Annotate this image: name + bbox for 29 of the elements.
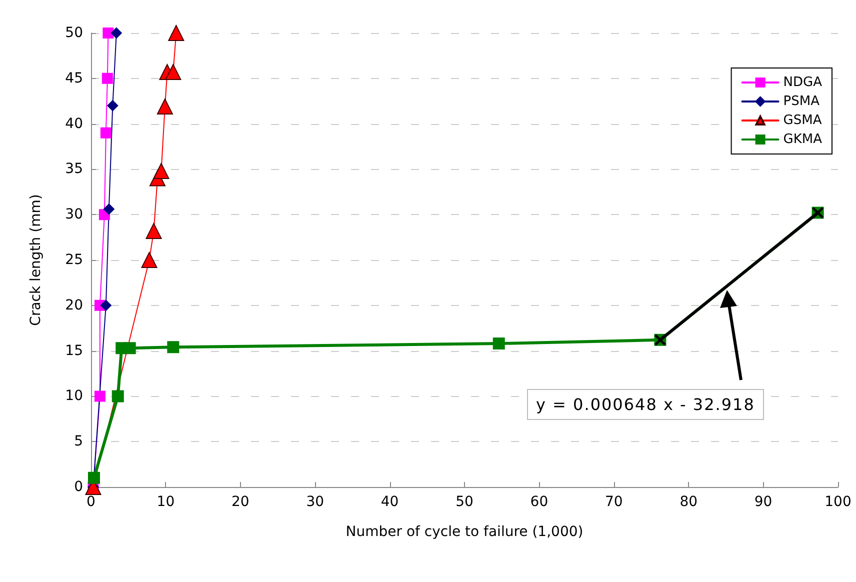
legend-label: GSMA <box>783 113 822 128</box>
legend-label: NDGA <box>783 75 822 90</box>
y-tick-label: 35 <box>65 161 83 178</box>
y-axis-title: Crack length (mm) <box>28 194 44 326</box>
x-tick-label: 20 <box>231 494 250 510</box>
x-tick-label: 40 <box>380 494 399 510</box>
legend-label: PSMA <box>783 94 820 109</box>
x-axis-title: Number of cycle to failure (1,000) <box>346 524 584 540</box>
y-tick-label: 50 <box>65 25 83 41</box>
x-tick-label: 100 <box>824 494 852 510</box>
y-tick-label: 40 <box>65 116 83 132</box>
y-tick-label: 0 <box>74 479 83 495</box>
y-tick-label: 15 <box>65 342 83 359</box>
x-tick-label: 90 <box>754 494 772 510</box>
x-tick-label: 50 <box>456 494 474 510</box>
y-tick-label: 10 <box>65 388 83 404</box>
y-tick-label: 30 <box>65 206 83 223</box>
y-tick-label: 25 <box>65 252 83 268</box>
y-tick-label: 5 <box>74 434 83 450</box>
annotation: y = 0.000648 x - 32.918 <box>527 389 764 420</box>
x-tick-label: 60 <box>530 494 548 510</box>
x-tick-label: 70 <box>604 494 623 510</box>
y-tick-label: 20 <box>65 297 83 314</box>
legend-label: GKMA <box>783 132 822 147</box>
x-tick-label: 30 <box>306 494 324 510</box>
x-tick-label: 80 <box>680 494 698 510</box>
y-tick-label: 45 <box>65 70 83 86</box>
x-tick-label: 10 <box>156 494 175 510</box>
x-tick-label: 0 <box>86 494 96 510</box>
